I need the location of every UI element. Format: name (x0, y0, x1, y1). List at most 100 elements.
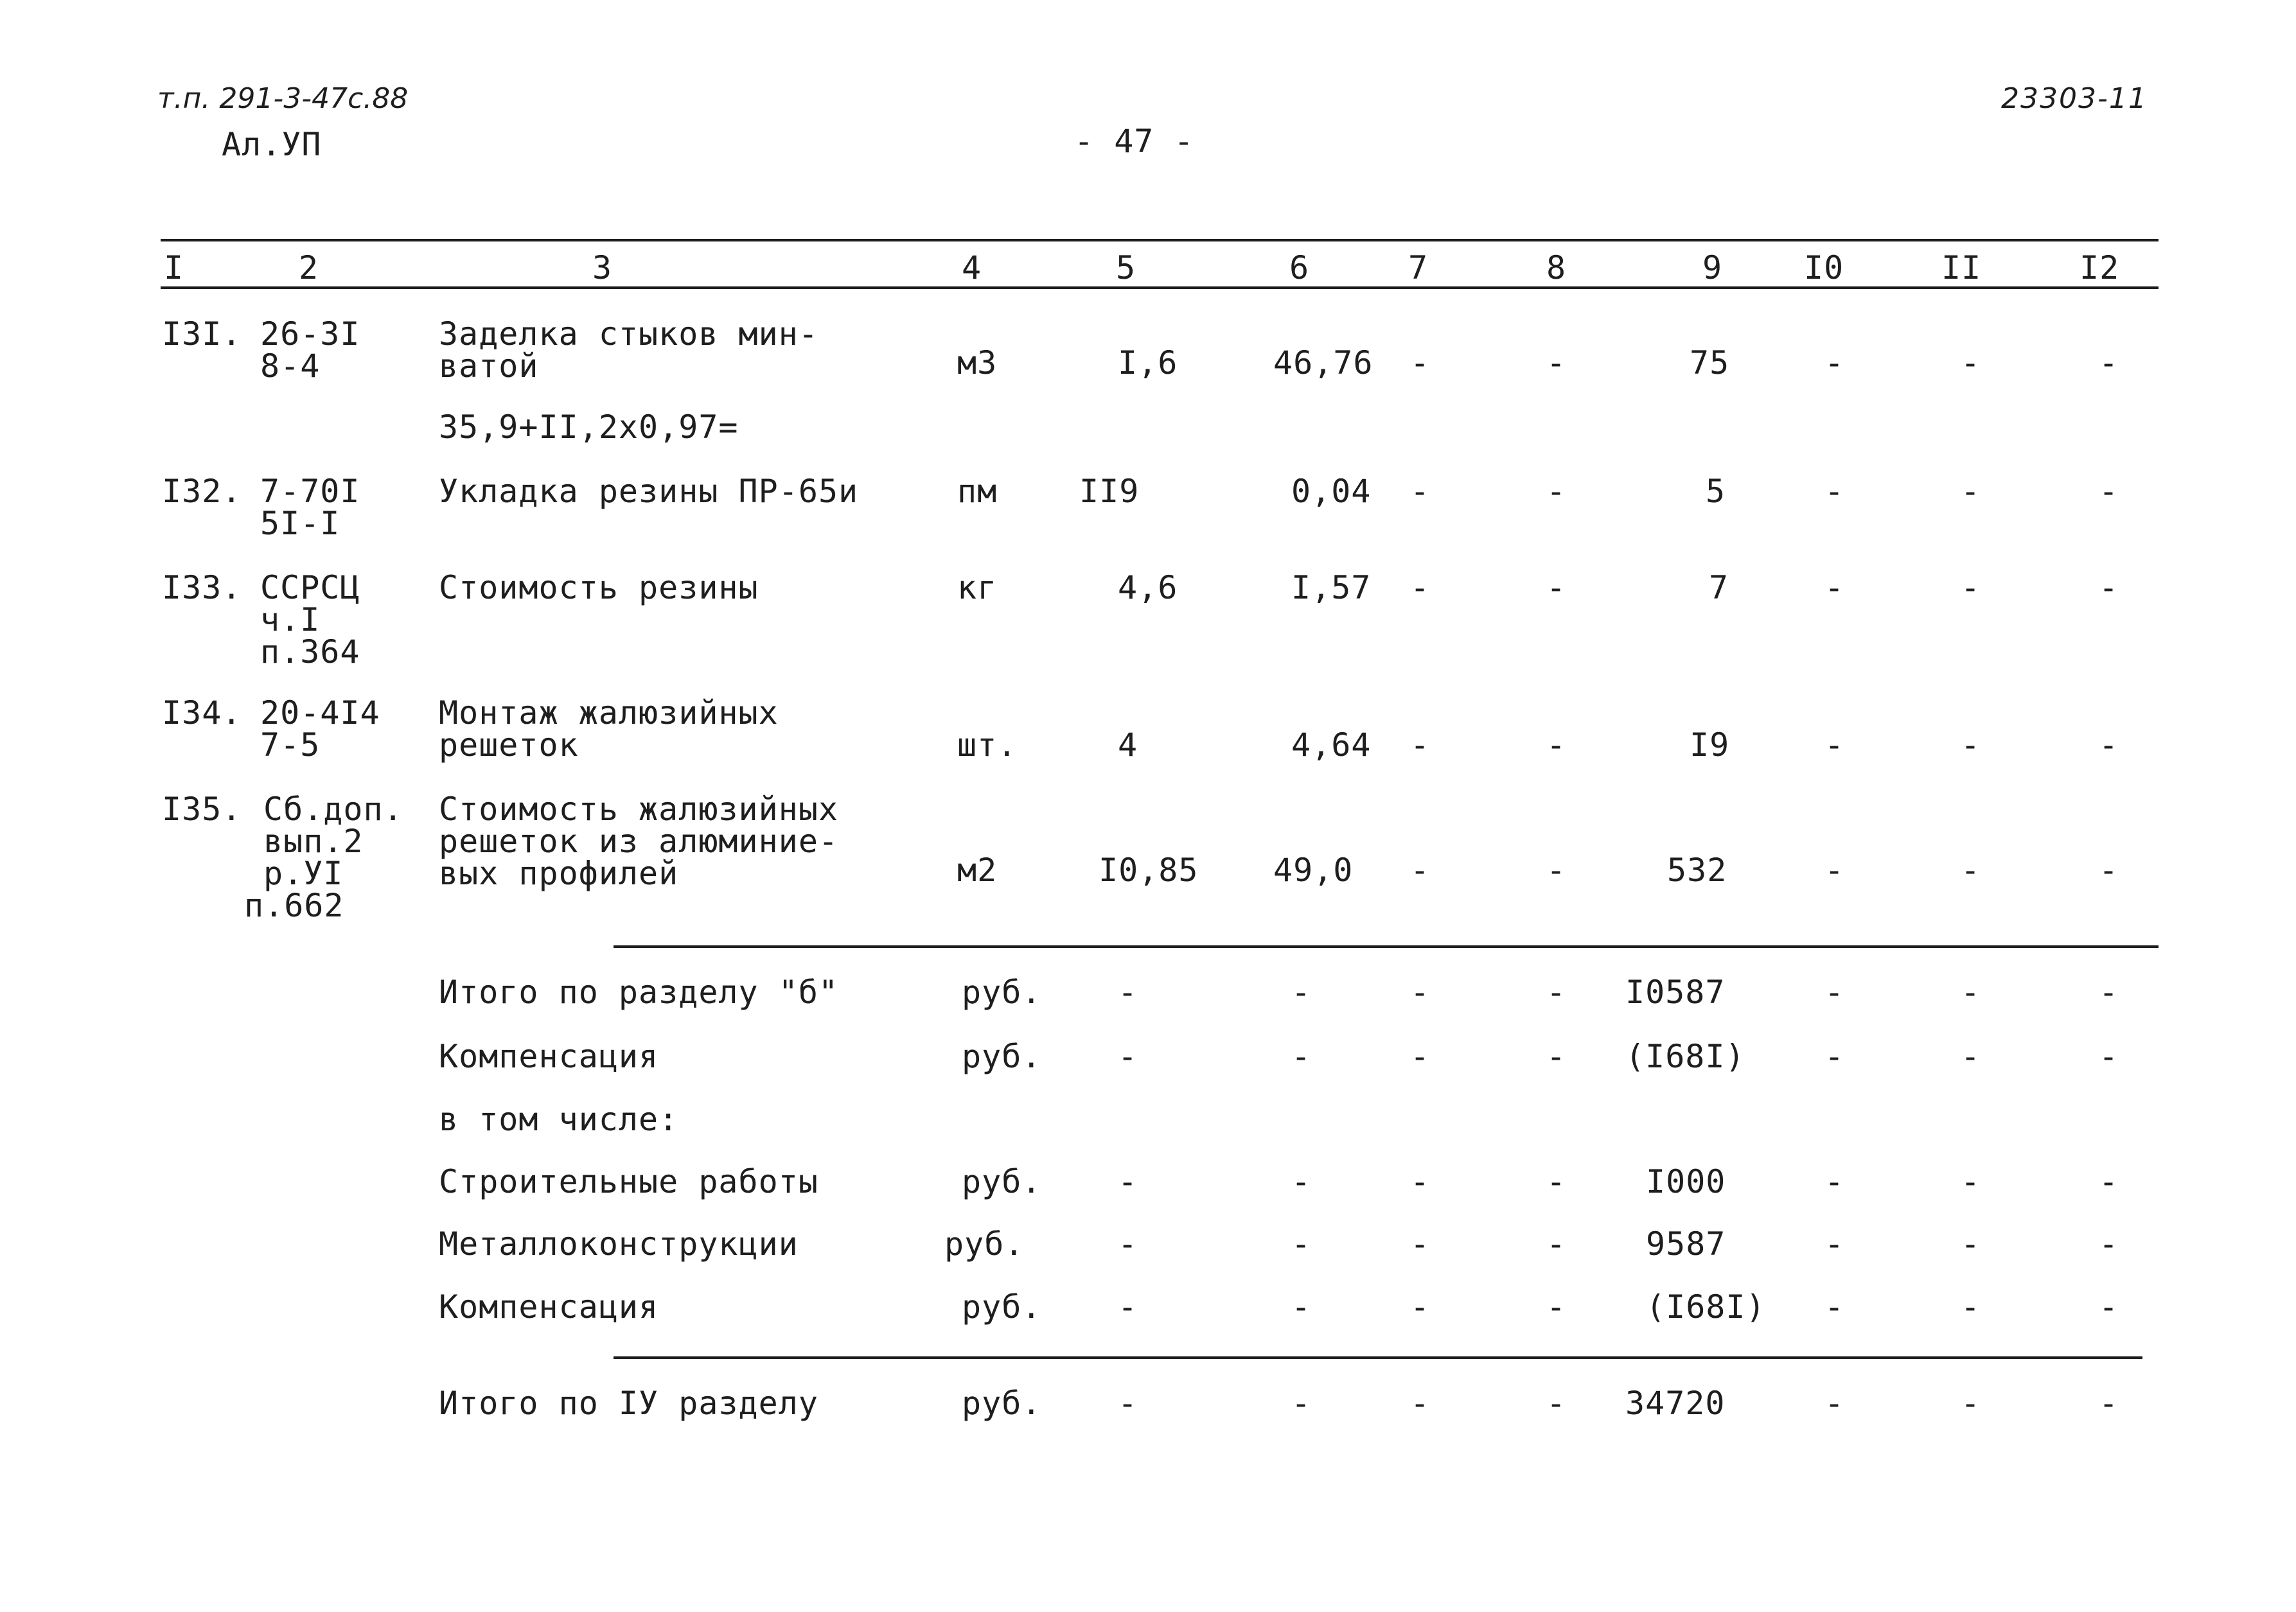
col11-value: - (1961, 1288, 1981, 1326)
row-number: I33. (162, 569, 242, 606)
col-header-8: 8 (1546, 249, 1567, 286)
col8-value: - (1546, 726, 1567, 764)
total-cost: (I68I) (1625, 1038, 1745, 1075)
col11-value: - (1961, 344, 1981, 381)
col7-value: - (1410, 1225, 1431, 1263)
col7-value: - (1410, 1288, 1431, 1326)
col12-value: - (2099, 1038, 2119, 1075)
col7-value: - (1410, 344, 1431, 381)
col12-value: - (2099, 473, 2119, 510)
total-label: Итого по IУ разделу (439, 1385, 818, 1422)
total-cost: 75 (1690, 344, 1730, 381)
col10-value: - (1824, 974, 1845, 1011)
norm-code: 20-4I4 7-5 (260, 694, 380, 764)
col12-value: - (2099, 852, 2119, 889)
col12-value: - (2099, 1288, 2119, 1326)
col8-value: - (1546, 569, 1567, 606)
col5-value: - (1118, 974, 1138, 1011)
quantity-formula: 35,9+II,2х0,97= (439, 408, 739, 446)
summary-separator (614, 945, 2159, 948)
row-number: I34. (162, 694, 242, 732)
col11-value: - (1961, 1385, 1981, 1422)
col8-value: - (1546, 344, 1567, 381)
col-header-7: 7 (1408, 249, 1429, 286)
quantity: I0,85 (1099, 852, 1199, 889)
total-cost: I000 (1646, 1163, 1726, 1200)
album-code: Ал.УП (222, 126, 322, 163)
col11-value: - (1961, 473, 1981, 510)
col-header-3: 3 (592, 249, 613, 286)
work-description: Монтаж жалюзийных решеток (439, 694, 779, 764)
col6-value: - (1291, 1385, 1312, 1422)
col5-value: - (1118, 1163, 1138, 1200)
col-header-11: II (1941, 249, 1982, 286)
unit-price: I,57 (1291, 569, 1372, 606)
col-header-9: 9 (1702, 249, 1723, 286)
col10-value: - (1824, 1038, 1845, 1075)
col5-value: - (1118, 1038, 1138, 1075)
work-description: Заделка стыков мин- ватой (439, 315, 818, 385)
col10-value: - (1824, 473, 1845, 510)
col5-value: - (1118, 1288, 1138, 1326)
col7-value: - (1410, 852, 1431, 889)
total-cost: 7 (1709, 569, 1729, 606)
unit: руб. (944, 1225, 1025, 1263)
summary-label: Металлоконструкции (439, 1225, 799, 1263)
unit: м3 (957, 344, 998, 381)
col8-value: - (1546, 1288, 1567, 1326)
col-header-2: 2 (299, 249, 319, 286)
col7-value: - (1410, 974, 1431, 1011)
row-number: I35. (162, 791, 242, 828)
col12-value: - (2099, 1225, 2119, 1263)
total-cost: 9587 (1646, 1225, 1726, 1263)
col10-value: - (1824, 1385, 1845, 1422)
col6-value: - (1291, 1163, 1312, 1200)
unit: кг (957, 569, 998, 606)
col12-value: - (2099, 726, 2119, 764)
quantity: II9 (1079, 473, 1140, 510)
col7-value: - (1410, 1385, 1431, 1422)
col11-value: - (1961, 974, 1981, 1011)
col8-value: - (1546, 852, 1567, 889)
quantity: 4,6 (1118, 569, 1178, 606)
col-header-5: 5 (1116, 249, 1136, 286)
unit-price: 4,64 (1291, 726, 1372, 764)
col5-value: - (1118, 1385, 1138, 1422)
unit: шт. (957, 726, 1018, 764)
unit-price: 49,0 (1273, 852, 1354, 889)
row-number: I32. (162, 473, 242, 510)
total-cost: (I68I) (1646, 1288, 1766, 1326)
col10-value: - (1824, 1225, 1845, 1263)
col12-value: - (2099, 1163, 2119, 1200)
norm-code: 26-3I 8-4 (260, 315, 360, 385)
col10-value: - (1824, 569, 1845, 606)
header-top-rule (161, 239, 2159, 241)
col-header-4: 4 (962, 249, 982, 286)
total-cost: I9 (1690, 726, 1730, 764)
norm-code: 7-70I 5I-I (260, 473, 360, 542)
header-bottom-rule (161, 286, 2159, 289)
col10-value: - (1824, 1163, 1845, 1200)
norm-code: ССРСЦ ч.I п.364 (260, 569, 360, 670)
col8-value: - (1546, 1163, 1567, 1200)
unit: руб. (962, 1163, 1042, 1200)
col8-value: - (1546, 1225, 1567, 1263)
project-code: т.п. 291-3-47с.88 (157, 82, 409, 115)
total-cost: 532 (1667, 852, 1727, 889)
col12-value: - (2099, 569, 2119, 606)
work-description: Стоимость резины (439, 569, 759, 606)
col7-value: - (1410, 726, 1431, 764)
row-number: I3I. (162, 315, 242, 353)
total-cost: 34720 (1625, 1385, 1726, 1422)
col7-value: - (1410, 473, 1431, 510)
unit: м2 (957, 852, 998, 889)
summary-label: Компенсация (439, 1038, 659, 1075)
col7-value: - (1410, 1163, 1431, 1200)
unit: руб. (962, 974, 1042, 1011)
col6-value: - (1291, 1288, 1312, 1326)
work-description: Укладка резины ПР-65и (439, 473, 859, 510)
col-header-1: I (164, 249, 184, 286)
col11-value: - (1961, 852, 1981, 889)
col12-value: - (2099, 974, 2119, 1011)
document-number: 23303-11 (2001, 82, 2148, 115)
